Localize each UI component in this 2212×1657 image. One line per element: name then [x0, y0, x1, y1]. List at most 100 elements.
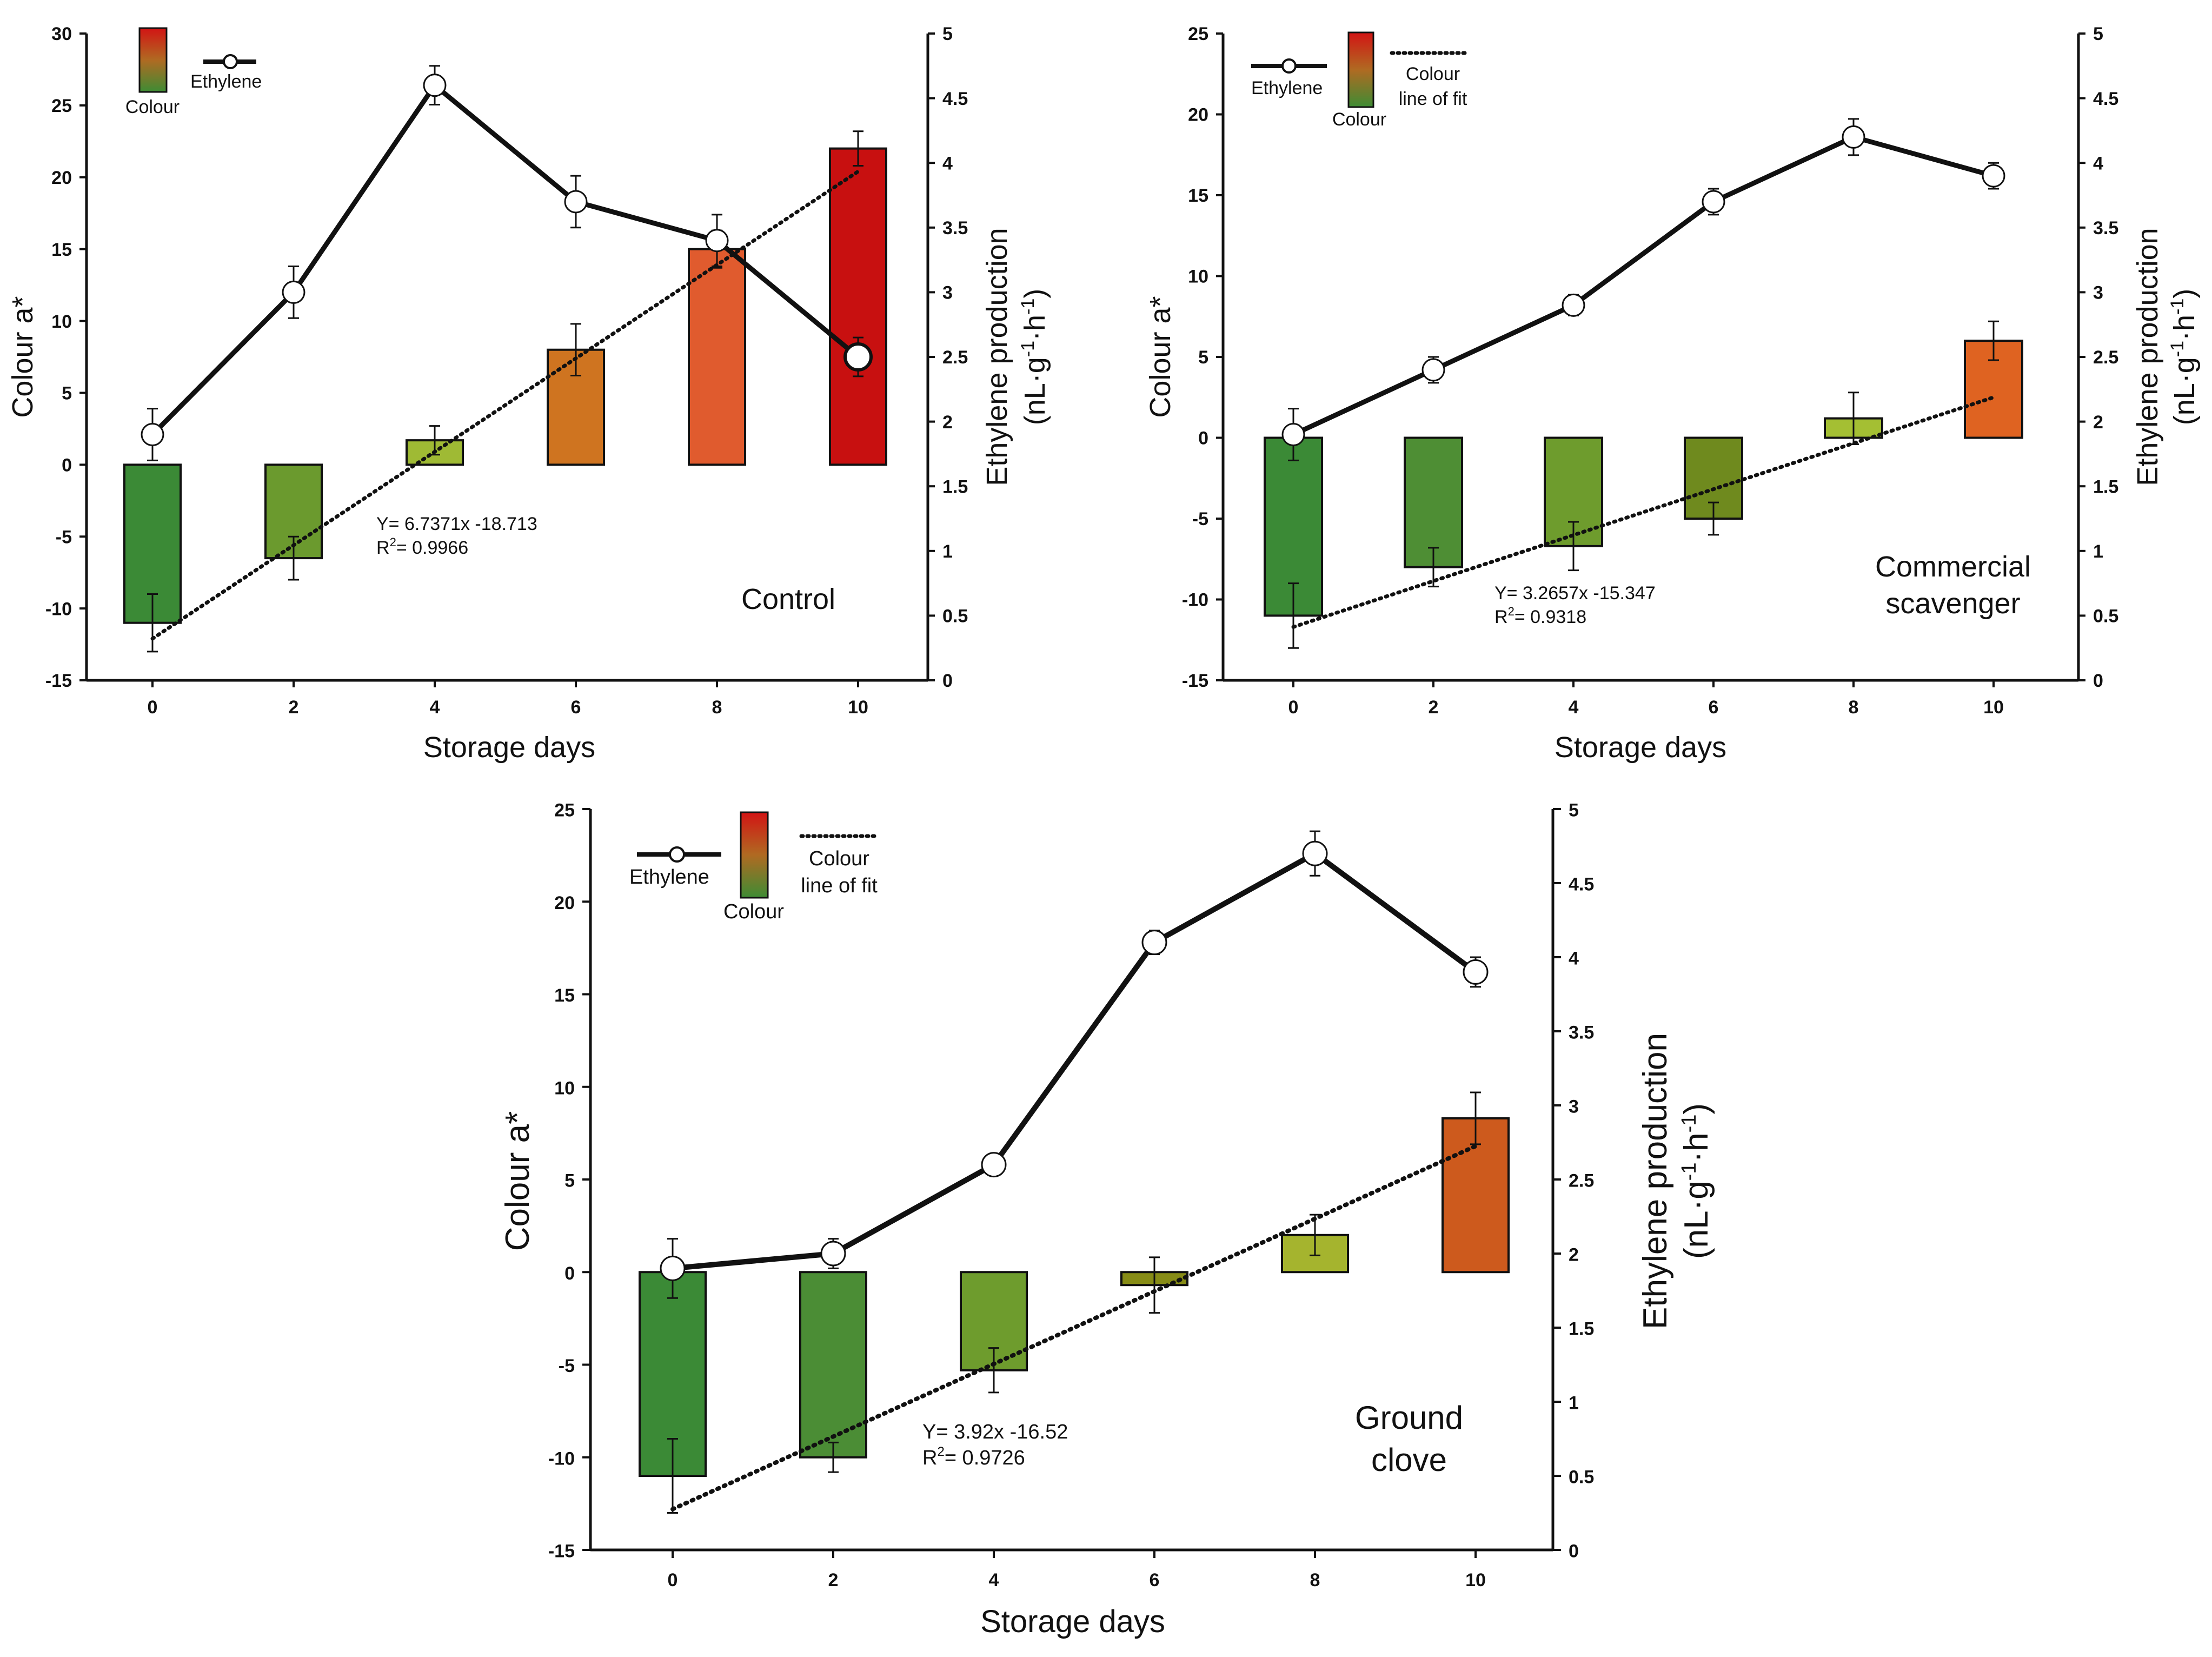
legend: Colour Ethylene [125, 27, 262, 117]
y-tick-label: 20 [1188, 105, 1208, 125]
colour-legend-label: Colour [723, 900, 784, 923]
colour-error-bar-day-4 [988, 1347, 999, 1394]
x-tick-label: 8 [712, 697, 722, 718]
ethylene-marker-day-2 [282, 280, 305, 304]
y-tick-label: 25 [1188, 24, 1208, 44]
y2-tick-label: 3 [1569, 1097, 1579, 1117]
y-tick-label: -10 [1182, 590, 1208, 611]
colour-error-bar-day-6 [1708, 501, 1719, 536]
y2-tick-label: 4 [942, 153, 953, 174]
ethylene-error-bars [667, 830, 1481, 1299]
x-axis-label: Storage days [1555, 731, 1726, 764]
y2-tick-labels: 0 0.5 1 1.5 2 2.5 3 3.5 4 4.5 5 [2093, 24, 2118, 691]
y2-tick-label: 5 [942, 24, 953, 44]
x-tick-label: 4 [1569, 697, 1579, 718]
y2-tick-label: 4.5 [1569, 874, 1594, 895]
colour-legend-swatch [740, 811, 769, 899]
y2-tick-label: 0 [942, 671, 953, 691]
panel-title-line1: Ground [1355, 1400, 1463, 1436]
panel-title-line1: Commercial [1875, 551, 2031, 583]
y-tick-label: -5 [1192, 509, 1208, 529]
y-tick-label: 5 [62, 383, 72, 404]
colour-error-bar-day-0 [1288, 582, 1299, 649]
ethylene-error-bars [1288, 118, 1999, 461]
x-tick-label: 4 [989, 1570, 999, 1590]
y2-tick-label: 2.5 [942, 347, 968, 368]
x-tick-labels: 0 2 4 6 8 10 [1288, 697, 2004, 718]
fit-r2: R2= 0.9726 [922, 1444, 1025, 1469]
legend: Ethylene Colour Colour line of fit [629, 811, 878, 923]
ethylene-marker-day-0 [141, 423, 164, 447]
x-tick-label: 8 [1849, 697, 1859, 718]
y2-tick-label: 4 [1569, 949, 1579, 969]
y2-tick-label: 1 [2093, 541, 2103, 562]
y2-axis-label-line2: (nL·g-1·h-1) [1018, 289, 1051, 426]
y2-tick-label: 1.5 [1569, 1319, 1594, 1340]
bar-error-bars [1288, 320, 1999, 649]
y2-tick-label: 3.5 [2093, 218, 2118, 238]
colour-bars [123, 147, 887, 624]
y-tick-label: -10 [45, 599, 72, 619]
y2-tick-label: 3 [942, 283, 953, 303]
colour-legend-label: Colour [1332, 109, 1386, 130]
y-tick-labels: -15 -10 -5 0 5 10 15 20 25 30 [45, 24, 72, 691]
axes [79, 32, 935, 687]
fit-equation: Y= 3.2657x -15.347 [1494, 583, 1656, 604]
y2-tick-label: 1.5 [942, 476, 968, 497]
y2-axis-label-line1: Ethylene production [1637, 1033, 1674, 1329]
ethylene-line [672, 851, 1477, 1271]
ethylene-legend-label: Ethylene [629, 866, 709, 889]
x-tick-label: 10 [848, 697, 868, 718]
y2-axis-label-line2: (nL·g-1·h-1) [2167, 289, 2201, 426]
ethylene-marker-day-4 [423, 74, 447, 97]
y2-tick-label: 4.5 [2093, 89, 2118, 109]
y-tick-label: 10 [51, 311, 72, 332]
colour-error-bar-day-2 [828, 1441, 839, 1473]
panel-title-line2: scavenger [1885, 587, 2020, 620]
ethylene-legend-marker [669, 846, 685, 863]
y-tick-label: 25 [554, 800, 575, 821]
ethylene-marker-day-4 [981, 1152, 1007, 1178]
ethylene-legend-label: Ethylene [190, 71, 262, 92]
ethylene-marker-day-0 [660, 1255, 686, 1281]
fit-legend-label-line2: line of fit [801, 874, 878, 897]
y-tick-label: -15 [45, 671, 72, 691]
y2-axis-label-line2: (nL·g-1·h-1) [1678, 1103, 1715, 1259]
y-tick-label: 15 [51, 240, 72, 260]
x-tick-labels: 0 2 4 6 8 10 [148, 697, 868, 718]
ethylene-marker-day-4 [1562, 293, 1585, 317]
colour-bar-day-8 [688, 248, 746, 466]
ethylene-marker-day-6 [1702, 190, 1725, 214]
x-tick-label: 8 [1310, 1570, 1320, 1590]
y2-tick-label: 5 [1569, 800, 1579, 821]
y2-tick-label: 2.5 [2093, 347, 2118, 368]
y2-tick-labels: 0 0.5 1 1.5 2 2.5 3 3.5 4 4.5 5 [942, 24, 968, 691]
y-tick-label: 5 [564, 1171, 575, 1191]
y2-tick-label: 2 [2093, 412, 2103, 433]
colour-fit-line [1291, 395, 1996, 629]
panel-title-line2: clove [1371, 1442, 1447, 1478]
y-tick-labels: -15 -10 -5 0 5 10 15 20 25 [548, 800, 575, 1562]
ethylene-marker-day-8 [1302, 840, 1328, 866]
ethylene-marker-day-10 [1982, 164, 2005, 188]
y-tick-label: 20 [554, 893, 575, 913]
ethylene-marker-day-8 [705, 229, 729, 253]
y-tick-label: -10 [548, 1448, 575, 1469]
y-tick-label: -15 [548, 1541, 575, 1562]
fit-legend-label-line1: Colour [809, 847, 869, 870]
x-tick-label: 2 [828, 1570, 839, 1590]
y2-tick-label: 3 [2093, 283, 2103, 303]
colour-error-bar-day-4 [1568, 521, 1579, 572]
fit-r2: R2= 0.9966 [376, 535, 468, 558]
y2-axis-label-line1: Ethylene production [2131, 228, 2164, 486]
colour-error-bar-day-10 [1470, 1091, 1481, 1145]
colour-legend-label: Colour [125, 97, 180, 117]
colour-fit-line [150, 169, 860, 641]
x-tick-label: 0 [1288, 697, 1299, 718]
x-tick-label: 0 [668, 1570, 678, 1590]
ethylene-markers [1281, 125, 2005, 447]
y2-tick-label: 0.5 [1569, 1467, 1594, 1488]
